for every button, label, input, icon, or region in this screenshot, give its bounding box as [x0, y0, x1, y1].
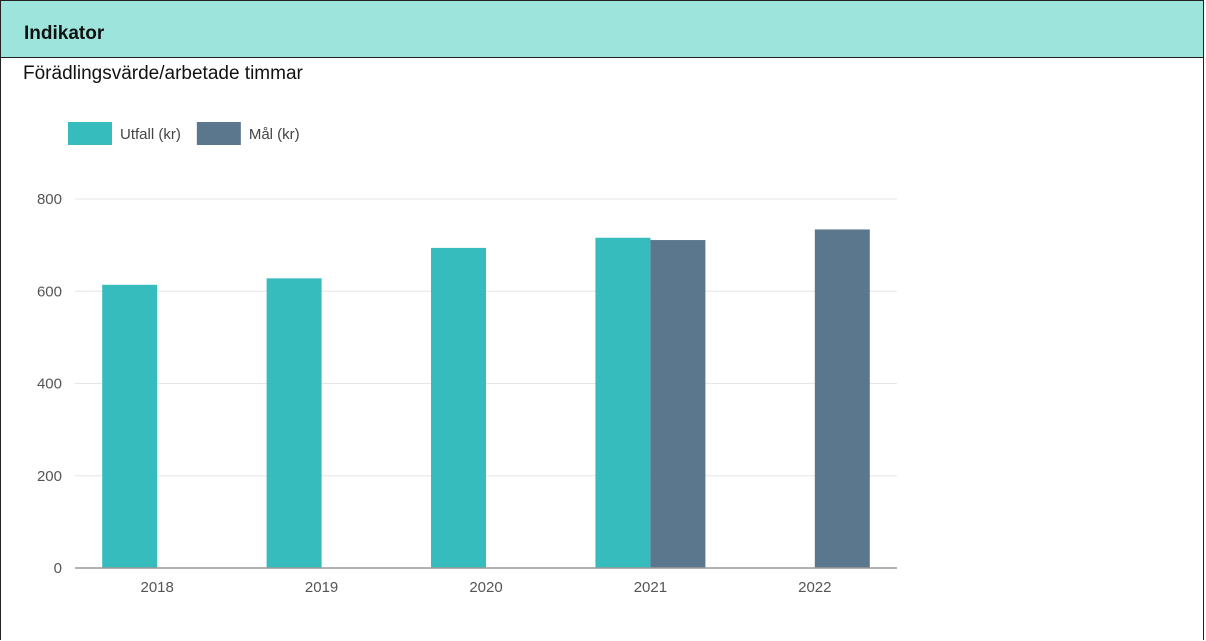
x-tick-label: 2018 [141, 579, 174, 596]
x-tick-label: 2022 [798, 579, 831, 596]
bar-2021-mal [650, 240, 706, 568]
x-tick-label: 2020 [469, 579, 502, 596]
bar-2018-utfall [102, 284, 158, 568]
x-tick-label: 2019 [305, 579, 338, 596]
legend-label-mal: Mål (kr) [249, 126, 300, 143]
bar-2022-mal [814, 229, 870, 568]
panel-header: Indikator [0, 0, 1204, 58]
bar-2019-utfall [266, 278, 322, 568]
legend-swatch-mal [196, 122, 241, 145]
bar-2021-utfall [595, 237, 651, 568]
y-tick-label: 400 [37, 376, 62, 393]
y-tick-label: 0 [54, 560, 62, 577]
chart-title: Förädlingsvärde/arbetade timmar [23, 63, 303, 84]
panel-header-title: Indikator [24, 23, 105, 44]
legend-label-utfall: Utfall (kr) [120, 126, 181, 143]
y-tick-label: 200 [37, 468, 62, 485]
y-tick-label: 800 [37, 191, 62, 208]
x-tick-label: 2021 [634, 579, 667, 596]
legend-swatch-utfall [68, 122, 112, 145]
bar-2020-utfall [431, 247, 486, 568]
y-tick-label: 600 [37, 283, 62, 300]
